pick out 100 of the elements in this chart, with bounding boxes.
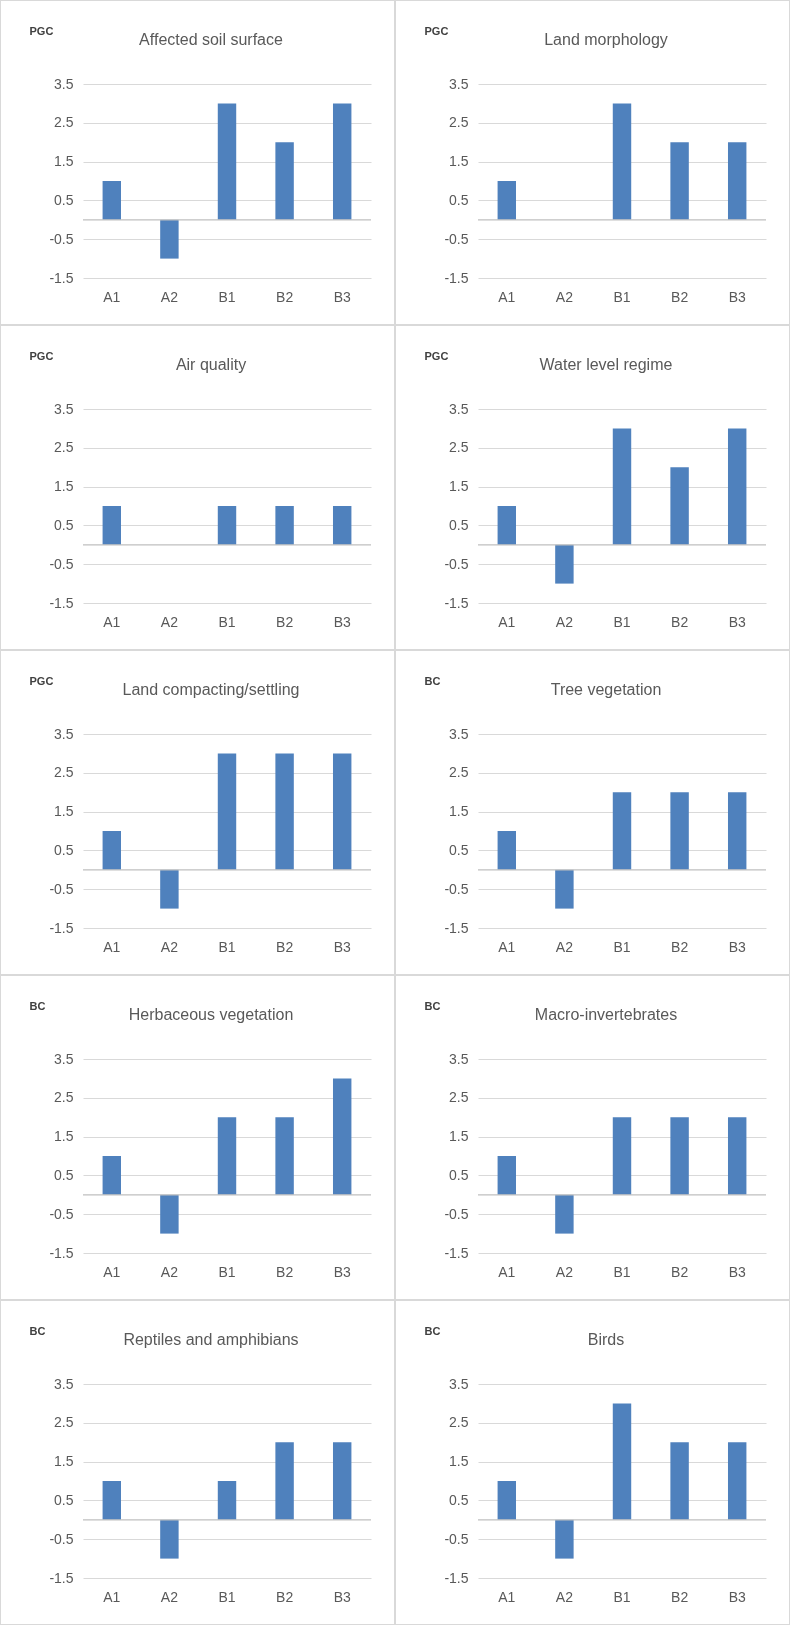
y-tick-label: 3.5 [449, 75, 469, 92]
y-axis-title: PGC [29, 24, 54, 37]
x-tick-label: B1 [218, 938, 236, 955]
bar [727, 1117, 747, 1195]
x-tick-label: A1 [103, 288, 121, 305]
bar [160, 1194, 179, 1234]
y-axis-title: BC [424, 1324, 441, 1337]
y-axis-title: PGC [29, 349, 54, 362]
x-tick-label: B1 [218, 288, 236, 305]
y-tick-label: -1.5 [444, 594, 469, 611]
bar [670, 1117, 689, 1195]
bar [160, 869, 179, 909]
y-tick-label: -0.5 [49, 230, 74, 247]
chart-title: Land compacting/settling [122, 681, 300, 698]
bar [670, 792, 689, 870]
bar [332, 1078, 352, 1195]
y-tick-label: 2.5 [54, 114, 74, 131]
y-tick-label: 3.5 [54, 75, 74, 92]
y-tick-label: 1.5 [449, 153, 469, 170]
bar [332, 103, 352, 220]
x-tick-label: A1 [498, 938, 516, 955]
bar [727, 792, 747, 870]
y-tick-label: -0.5 [444, 230, 469, 247]
x-tick-label: B3 [728, 288, 746, 305]
bar [497, 506, 517, 545]
x-tick-label: A2 [160, 1588, 179, 1605]
y-tick-label: 2.5 [449, 1089, 469, 1106]
y-tick-label: 2.5 [54, 764, 74, 781]
y-tick-label: 1.5 [449, 803, 469, 820]
y-tick-label: -1.5 [444, 919, 469, 936]
y-tick-label: -0.5 [49, 880, 74, 897]
y-axis-title: PGC [424, 24, 449, 37]
y-axis-title: PGC [424, 349, 449, 362]
x-tick-label: B3 [728, 1588, 746, 1605]
y-tick-label: 3.5 [449, 1375, 469, 1392]
y-axis-title: BC [29, 999, 46, 1012]
y-tick-label: -1.5 [49, 919, 74, 936]
y-tick-label: 1.5 [54, 478, 74, 495]
bar [497, 831, 517, 870]
chart-title: Air quality [175, 356, 247, 373]
y-tick-label: 2.5 [54, 439, 74, 456]
y-tick-label: 1.5 [449, 1453, 469, 1470]
x-tick-label: A1 [498, 1588, 516, 1605]
x-tick-label: A2 [555, 938, 574, 955]
bar [727, 142, 747, 220]
x-tick-label: B3 [728, 1263, 746, 1280]
y-tick-label: 3.5 [449, 400, 469, 417]
x-tick-label: B3 [333, 288, 351, 305]
x-tick-label: A2 [555, 1588, 574, 1605]
y-tick-label: -0.5 [49, 555, 74, 572]
x-tick-label: A1 [498, 613, 516, 630]
x-tick-label: A2 [555, 288, 574, 305]
bar [612, 428, 632, 545]
y-axis-title: BC [424, 999, 441, 1012]
y-tick-label: 3.5 [449, 1050, 469, 1067]
chart-title: Water level regime [539, 356, 673, 373]
chart-title: Tree vegetation [550, 681, 662, 698]
bar [670, 467, 689, 545]
x-tick-label: B2 [276, 938, 294, 955]
y-tick-label: -0.5 [444, 880, 469, 897]
y-tick-label: 2.5 [449, 764, 469, 781]
bar [555, 544, 574, 584]
chart-title: Affected soil surface [139, 31, 283, 48]
bar [102, 1156, 122, 1195]
x-tick-label: A2 [160, 288, 179, 305]
x-tick-label: A2 [160, 1263, 179, 1280]
x-tick-label: B2 [671, 938, 689, 955]
y-axis-title: PGC [29, 674, 54, 687]
y-tick-label: 0.5 [449, 191, 469, 208]
y-tick-label: -1.5 [49, 1244, 74, 1261]
y-tick-label: 0.5 [449, 1491, 469, 1508]
bar [102, 831, 122, 870]
x-tick-label: B1 [613, 1263, 631, 1280]
x-tick-label: A2 [555, 1263, 574, 1280]
y-tick-label: 2.5 [449, 439, 469, 456]
bar [612, 103, 632, 220]
y-tick-label: 0.5 [54, 191, 74, 208]
y-tick-label: 3.5 [54, 1050, 74, 1067]
x-tick-label: B1 [613, 1588, 631, 1605]
x-tick-label: B1 [218, 613, 236, 630]
bar [217, 1117, 237, 1195]
x-tick-label: B3 [333, 938, 351, 955]
x-tick-label: B2 [276, 1263, 294, 1280]
bar [217, 103, 237, 220]
y-tick-label: 0.5 [54, 841, 74, 858]
y-tick-label: -0.5 [444, 555, 469, 572]
bar [160, 1519, 179, 1559]
y-tick-label: 1.5 [449, 1128, 469, 1145]
y-tick-label: -1.5 [49, 1569, 74, 1586]
chart-title: Herbaceous vegetation [128, 1006, 294, 1023]
bar [102, 181, 122, 220]
bar [332, 1442, 352, 1520]
y-tick-label: 0.5 [449, 516, 469, 533]
chart-title: Birds [587, 1331, 625, 1348]
y-tick-label: -0.5 [49, 1205, 74, 1222]
x-tick-label: A1 [103, 1588, 121, 1605]
y-tick-label: 3.5 [54, 725, 74, 742]
x-tick-label: A2 [555, 613, 574, 630]
bar [497, 1156, 517, 1195]
bar [555, 1194, 574, 1234]
